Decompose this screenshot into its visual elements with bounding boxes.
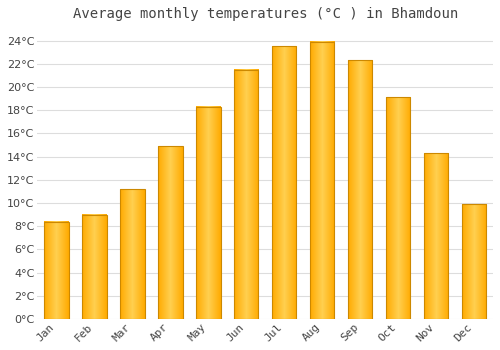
Bar (386, 97, 410, 319)
Bar (120, 189, 144, 319)
Bar (234, 70, 258, 319)
Bar (82, 215, 106, 319)
Bar (158, 146, 182, 319)
Title: Average monthly temperatures (°C ) in Bhamdoun: Average monthly temperatures (°C ) in Bh… (72, 7, 458, 21)
Bar (462, 204, 486, 319)
Bar (310, 42, 334, 319)
Bar (424, 153, 448, 319)
Bar (44, 222, 68, 319)
Bar (272, 47, 296, 319)
Bar (196, 107, 220, 319)
Bar (348, 60, 372, 319)
